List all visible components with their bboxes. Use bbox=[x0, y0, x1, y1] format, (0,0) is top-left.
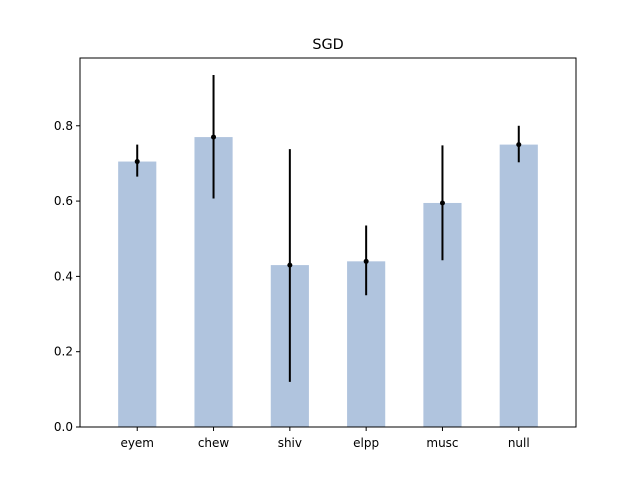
bars-layer bbox=[118, 137, 538, 428]
mean-point-musc bbox=[439, 200, 445, 206]
mean-point-null bbox=[516, 142, 522, 148]
y-axis-ticks: 0.0 0.2 0.4 0.6 0.8 bbox=[54, 119, 80, 434]
x-axis-ticks: eyem chew shiv elpp musc null bbox=[120, 427, 530, 450]
mean-point-eyem bbox=[134, 159, 140, 165]
x-tick-label-eyem: eyem bbox=[120, 436, 154, 450]
x-tick-label-elpp: elpp bbox=[353, 436, 379, 450]
y-tick-label: 0.0 bbox=[54, 420, 73, 434]
x-tick-label-null: null bbox=[508, 436, 530, 450]
chart-title: SGD bbox=[312, 37, 343, 53]
x-tick-label-musc: musc bbox=[426, 436, 458, 450]
x-tick-label-shiv: shiv bbox=[278, 436, 302, 450]
y-tick-label: 0.8 bbox=[54, 119, 73, 133]
plot-frame bbox=[79, 57, 577, 428]
bar-null bbox=[499, 144, 538, 427]
mean-point-chew bbox=[211, 134, 217, 140]
y-tick-label: 0.2 bbox=[54, 345, 73, 359]
y-tick-label: 0.6 bbox=[54, 194, 73, 208]
error-bars-layer bbox=[134, 74, 522, 382]
bar-eyem bbox=[118, 161, 157, 428]
mean-point-elpp bbox=[363, 258, 369, 264]
mean-point-shiv bbox=[287, 262, 293, 268]
x-tick-label-chew: chew bbox=[198, 436, 230, 450]
y-tick-label: 0.4 bbox=[54, 269, 73, 283]
